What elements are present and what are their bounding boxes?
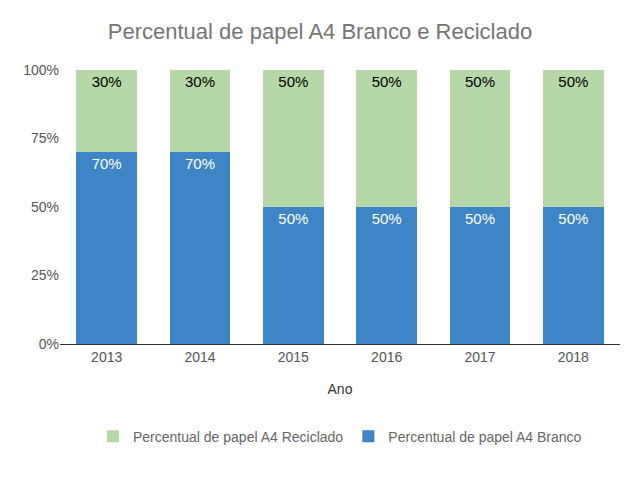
svg-text:2013: 2013 [91, 349, 122, 365]
svg-text:2018: 2018 [558, 349, 589, 365]
svg-text:30%: 30% [92, 73, 122, 90]
svg-text:30%: 30% [185, 73, 215, 90]
svg-text:2016: 2016 [371, 349, 402, 365]
svg-text:50%: 50% [372, 73, 402, 90]
svg-text:50%: 50% [278, 73, 308, 90]
svg-text:50%: 50% [558, 73, 588, 90]
svg-text:2014: 2014 [184, 349, 215, 365]
svg-text:100%: 100% [23, 62, 59, 78]
svg-text:2017: 2017 [464, 349, 495, 365]
svg-text:70%: 70% [92, 155, 122, 172]
svg-text:0%: 0% [39, 336, 59, 352]
svg-text:2015: 2015 [278, 349, 309, 365]
svg-text:50%: 50% [278, 210, 308, 227]
svg-text:70%: 70% [185, 155, 215, 172]
svg-text:Percentual de papel A4 Branco: Percentual de papel A4 Branco e Reciclad… [108, 19, 532, 44]
svg-text:50%: 50% [465, 210, 495, 227]
svg-text:50%: 50% [31, 199, 59, 215]
svg-text:Percentual de papel A4 Recicla: Percentual de papel A4 Reciclado [133, 429, 343, 445]
svg-text:Percentual de papel A4 Branco: Percentual de papel A4 Branco [388, 429, 581, 445]
svg-text:75%: 75% [31, 130, 59, 146]
svg-text:50%: 50% [465, 73, 495, 90]
svg-text:25%: 25% [31, 267, 59, 283]
svg-text:50%: 50% [558, 210, 588, 227]
svg-text:Ano: Ano [328, 381, 353, 397]
svg-text:50%: 50% [372, 210, 402, 227]
